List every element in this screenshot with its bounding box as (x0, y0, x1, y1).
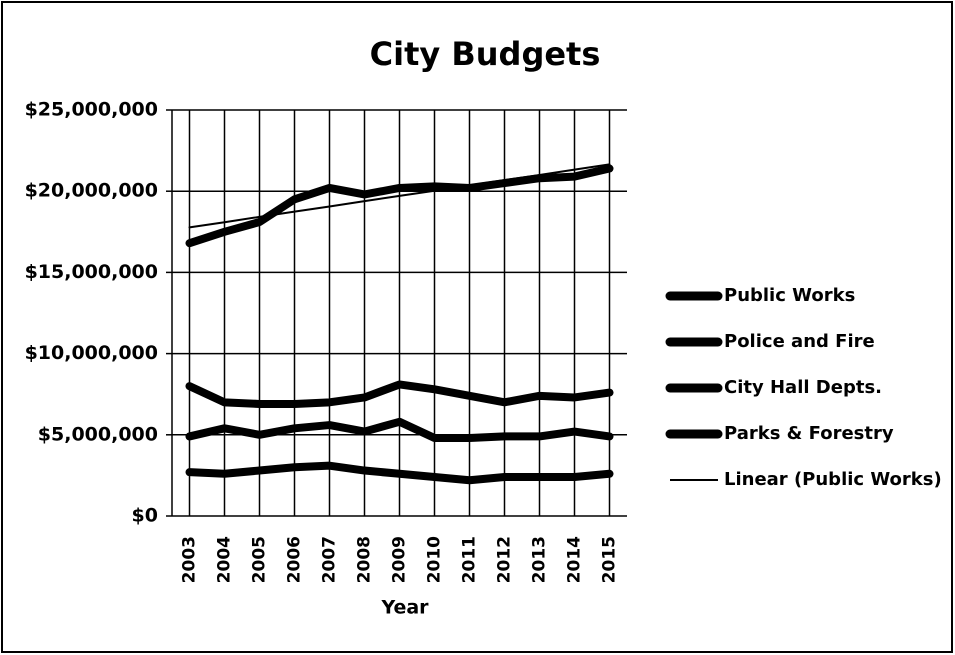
y-tick-label: $20,000,000 (25, 180, 158, 202)
x-tick-label: 2006 (285, 536, 305, 583)
series-line (185, 417, 614, 443)
series-line (185, 164, 614, 248)
x-tick-label: 2015 (600, 536, 620, 583)
y-tick-label: $25,000,000 (25, 99, 158, 121)
legend-label: Linear (Public Works) (724, 469, 942, 490)
x-tick-label: 2011 (460, 536, 480, 583)
series-line (185, 380, 614, 408)
x-tick-label: 2009 (390, 536, 410, 583)
x-tick-label: 2004 (215, 536, 235, 583)
y-tick-label: $5,000,000 (38, 423, 158, 445)
series-line (185, 461, 614, 485)
chart-title: City Budgets (370, 35, 601, 73)
legend-label: Police and Fire (724, 331, 875, 352)
x-tick-label: 2014 (565, 536, 585, 583)
x-tick-label: 2003 (180, 536, 200, 583)
x-tick-label: 2010 (425, 536, 445, 583)
x-tick-label: 2013 (530, 536, 550, 583)
x-tick-label: 2005 (250, 536, 270, 583)
x-axis-label: Year (380, 597, 429, 619)
x-tick-label: 2007 (320, 536, 340, 583)
legend-label: Public Works (724, 285, 855, 306)
legend-label: Parks & Forestry (724, 423, 894, 444)
x-tick-label: 2008 (355, 536, 375, 583)
y-tick-label: $10,000,000 (25, 342, 158, 364)
legend-label: City Hall Depts. (724, 377, 882, 398)
trendline (188, 163, 611, 229)
y-tick-label: $0 (132, 505, 158, 527)
y-tick-label: $15,000,000 (25, 261, 158, 283)
x-tick-label: 2012 (495, 536, 515, 583)
